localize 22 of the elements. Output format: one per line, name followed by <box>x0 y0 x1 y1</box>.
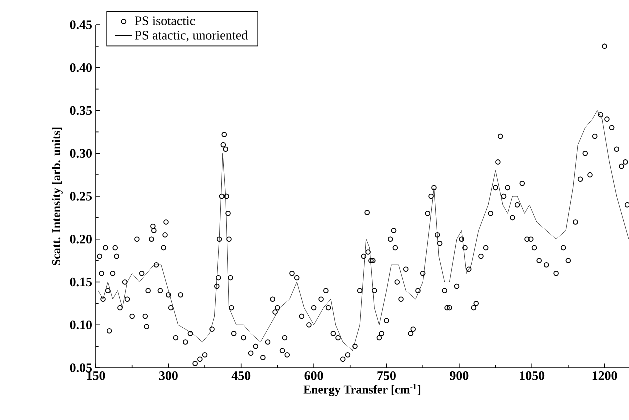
x-tick-label: 600 <box>304 372 324 380</box>
x-axis-title: Energy Transfer [cm$^{-1}$] <box>304 384 421 396</box>
x-tick-label: 150 <box>87 372 106 380</box>
y-tick-label: 0.30 <box>70 149 92 158</box>
y-tick-label: 0.15 <box>70 278 92 287</box>
y-tick-label: 0.45 <box>70 20 92 30</box>
y-tick-label: 0.05 <box>70 364 92 372</box>
y-tick-label: 0.40 <box>70 63 92 72</box>
x-tick-label: 1050 <box>520 372 545 380</box>
x-tick-label: 1200 <box>592 372 618 380</box>
legend-label: PS atactic, unoriented <box>135 30 248 42</box>
line-series <box>98 110 629 352</box>
y-tick-label: 0.35 <box>70 106 92 116</box>
x-tick-label: 300 <box>159 372 178 380</box>
x-tick-label: 750 <box>378 372 396 380</box>
x-tick-label: 900 <box>450 372 469 380</box>
x-tick-label: 450 <box>232 372 251 380</box>
y-tick-label: 0.10 <box>70 320 92 330</box>
y-tick-label: 0.25 <box>70 192 92 201</box>
legend-label: PS isotactic <box>135 16 196 26</box>
y-axis-title: Scatt. Intensity [arb. units] <box>52 128 63 266</box>
y-tick-label: 0.20 <box>70 234 92 244</box>
